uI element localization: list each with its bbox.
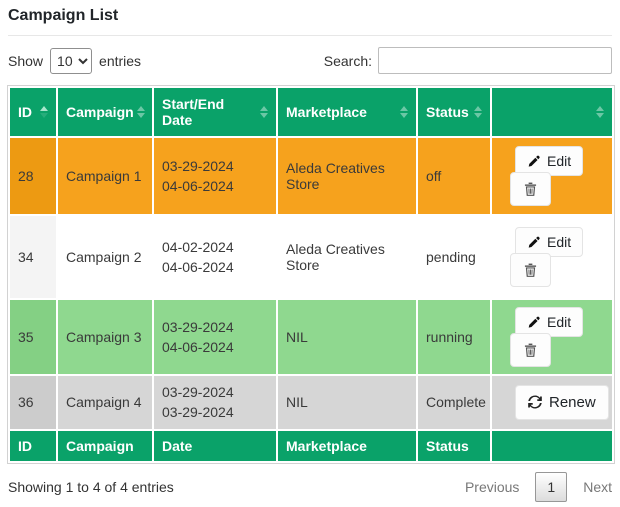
cell-actions: Edit: [491, 299, 613, 375]
cell-id: 35: [9, 299, 57, 375]
footer-header-campaign: Campaign: [57, 430, 153, 462]
delete-button[interactable]: [510, 253, 551, 287]
table-row: 34 Campaign 2 04-02-2024 04-06-2024 Aled…: [9, 215, 613, 299]
end-date: 04-06-2024: [162, 337, 268, 357]
end-date: 04-06-2024: [162, 257, 268, 277]
cell-marketplace: Aleda Creatives Store: [277, 137, 417, 215]
cell-campaign: Campaign 2: [57, 215, 153, 299]
cell-id: 36: [9, 375, 57, 430]
start-date: 03-29-2024: [162, 156, 268, 176]
delete-button[interactable]: [510, 172, 551, 206]
sort-icon: [137, 106, 145, 118]
column-header-marketplace[interactable]: Marketplace: [277, 87, 417, 137]
cell-status: running: [417, 299, 491, 375]
refresh-icon: [528, 395, 542, 409]
table-row: 28 Campaign 1 03-29-2024 04-06-2024 Aled…: [9, 137, 613, 215]
cell-campaign: Campaign 4: [57, 375, 153, 430]
table-header: ID Campaign Start/End Date Marketplace S…: [9, 87, 613, 137]
next-button[interactable]: Next: [583, 479, 612, 495]
cell-status: off: [417, 137, 491, 215]
table-body: 28 Campaign 1 03-29-2024 04-06-2024 Aled…: [9, 137, 613, 430]
cell-id: 34: [9, 215, 57, 299]
column-header-status[interactable]: Status: [417, 87, 491, 137]
sort-icon: [40, 106, 48, 118]
cell-id: 28: [9, 137, 57, 215]
campaign-table: ID Campaign Start/End Date Marketplace S…: [8, 86, 614, 463]
cell-dates: 04-02-2024 04-06-2024: [153, 215, 277, 299]
footer-header-id: ID: [9, 430, 57, 462]
divider: [8, 35, 612, 36]
trash-icon: [524, 263, 537, 277]
footer-row: ID Campaign Date Marketplace Status: [9, 430, 613, 462]
cell-status: Complete: [417, 375, 491, 430]
renew-button[interactable]: Renew: [515, 385, 609, 420]
cell-marketplace: NIL: [277, 299, 417, 375]
footer-header-marketplace: Marketplace: [277, 430, 417, 462]
column-header-id[interactable]: ID: [9, 87, 57, 137]
table-row: 35 Campaign 3 03-29-2024 04-06-2024 NIL …: [9, 299, 613, 375]
cell-marketplace: Aleda Creatives Store: [277, 215, 417, 299]
table-controls: Show 10 entries Search:: [8, 47, 612, 74]
cell-actions: Renew: [491, 375, 613, 430]
trash-icon: [524, 182, 537, 196]
trash-icon: [524, 343, 537, 357]
footer-header-date: Date: [153, 430, 277, 462]
footer-header-status: Status: [417, 430, 491, 462]
cell-campaign: Campaign 3: [57, 299, 153, 375]
cell-dates: 03-29-2024 04-06-2024: [153, 137, 277, 215]
pencil-icon: [527, 155, 540, 168]
page-length-select[interactable]: 10: [50, 48, 92, 74]
start-date: 03-29-2024: [162, 382, 268, 402]
page-title: Campaign List: [8, 7, 612, 25]
pencil-icon: [527, 236, 540, 249]
search-control: Search:: [324, 47, 612, 74]
pagination: Previous 1 Next: [465, 472, 612, 502]
previous-button[interactable]: Previous: [465, 479, 519, 495]
show-label: Show: [8, 53, 43, 69]
entries-info: Showing 1 to 4 of 4 entries: [8, 479, 174, 495]
page-1-button[interactable]: 1: [535, 472, 567, 502]
column-header-campaign[interactable]: Campaign: [57, 87, 153, 137]
table-footer: ID Campaign Date Marketplace Status: [9, 430, 613, 462]
end-date: 03-29-2024: [162, 402, 268, 422]
cell-dates: 03-29-2024 04-06-2024: [153, 299, 277, 375]
column-header-actions[interactable]: [491, 87, 613, 137]
pencil-icon: [527, 316, 540, 329]
search-label: Search:: [324, 53, 372, 69]
sort-icon: [474, 106, 482, 118]
header-row: ID Campaign Start/End Date Marketplace S…: [9, 87, 613, 137]
start-date: 04-02-2024: [162, 237, 268, 257]
page-length-control: Show 10 entries: [8, 48, 141, 74]
start-date: 03-29-2024: [162, 317, 268, 337]
end-date: 04-06-2024: [162, 176, 268, 196]
sort-icon: [400, 106, 408, 118]
footer-header-actions: [491, 430, 613, 462]
cell-marketplace: NIL: [277, 375, 417, 430]
sort-icon: [260, 106, 268, 118]
search-input[interactable]: [378, 47, 612, 74]
delete-button[interactable]: [510, 333, 551, 367]
entries-label: entries: [99, 53, 141, 69]
cell-status: pending: [417, 215, 491, 299]
table-bottom-bar: Showing 1 to 4 of 4 entries Previous 1 N…: [8, 472, 612, 502]
cell-dates: 03-29-2024 03-29-2024: [153, 375, 277, 430]
cell-actions: Edit: [491, 215, 613, 299]
sort-icon: [596, 106, 604, 118]
table-row: 36 Campaign 4 03-29-2024 03-29-2024 NIL …: [9, 375, 613, 430]
cell-campaign: Campaign 1: [57, 137, 153, 215]
column-header-start-end-date[interactable]: Start/End Date: [153, 87, 277, 137]
cell-actions: Edit: [491, 137, 613, 215]
